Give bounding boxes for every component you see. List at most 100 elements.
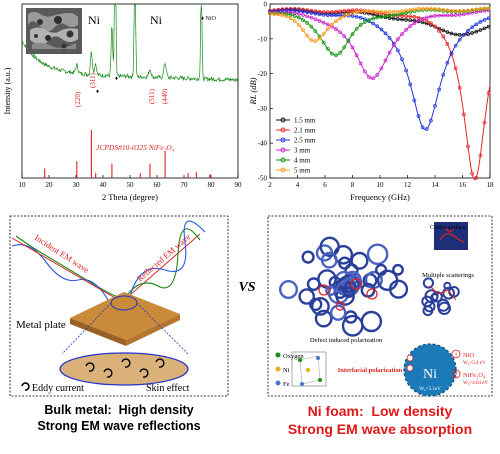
rl-series-point [470, 171, 474, 176]
interfacial-polarization-label: Interfacial polarization [338, 367, 403, 374]
rl-x-tick-label: 12 [404, 181, 412, 189]
xrd-x-tick-label: 90 [235, 181, 243, 189]
defect-polarization-label: Defect induced polarization [310, 337, 383, 344]
rl-series-point [330, 51, 334, 56]
rl-series-point [462, 112, 466, 117]
rl-series-point [325, 22, 330, 27]
rl-series-point [379, 27, 384, 32]
rl-series-point [437, 28, 441, 33]
rl-series-point [334, 19, 338, 24]
rl-series-point [268, 11, 272, 16]
vs-label: VS [238, 280, 255, 295]
rl-series-point [338, 16, 342, 21]
rl-series-point [330, 13, 334, 18]
jcpds-label: JCPDS#10-0325 NiFe₂O₄ [96, 143, 175, 152]
rl-series-point [338, 30, 342, 35]
xrd-reference-sticks [44, 130, 211, 178]
xrd-x-tick-label: 40 [100, 181, 108, 189]
rl-series-point [358, 15, 363, 20]
peak-511-label: (511) [148, 88, 156, 104]
rl-series-point [288, 8, 293, 13]
rl-series-point [408, 18, 413, 23]
rl-series-point [391, 43, 396, 48]
rl-series-point [437, 7, 441, 12]
rl-series-point [478, 153, 483, 158]
rl-series-point [288, 16, 293, 21]
nife-number-circle [451, 369, 461, 379]
nio-work-function: W₉=5.4 eV [463, 361, 486, 366]
ni-peak-label-1: Ni [88, 13, 101, 27]
eddy-label: Eddy current [32, 383, 84, 394]
rl-series-point [363, 20, 367, 24]
nio-marker-2: ♦ [115, 76, 118, 82]
rl-series-point [305, 14, 309, 19]
ni-particle-label: Ni [423, 367, 437, 382]
ni-foam-caption: Ni foam: Low density Strong EM wave abso… [262, 402, 498, 438]
rl-series-point [367, 11, 371, 16]
metal-plate-label: Metal plate [16, 319, 66, 331]
rl-series-point [408, 14, 413, 19]
rl-series-point [383, 14, 388, 19]
rl-series-point [313, 17, 318, 22]
rl-series-point [453, 66, 458, 71]
rl-series-point [404, 68, 408, 73]
ni-dot [275, 366, 281, 372]
rl-series-point [358, 61, 363, 66]
rl-axes: 2 4 6 8 10 12 14 16 18 0 -10 -20 -30 -40 -50 [258, 1, 494, 190]
rl-series-point [445, 42, 450, 46]
peak-311-label: (311) [89, 72, 97, 88]
rl-series-point [305, 33, 309, 38]
multiple-scatterings-label: Multiple scatterings [422, 272, 474, 279]
incident-wave-e [15, 235, 121, 299]
rl-series-point [462, 32, 466, 37]
rl-series-point [309, 38, 314, 42]
rl-y-tick-label: -10 [258, 35, 268, 43]
rl-series-point [301, 13, 305, 17]
rl-legend-entry: 2.5 mm [294, 137, 316, 145]
rl-series-point [396, 48, 400, 53]
rl-series-point [424, 6, 429, 11]
xrd-pattern [21, 4, 238, 83]
rl-series-point [334, 53, 338, 58]
ni-foam-network [279, 236, 409, 337]
rl-series-point [412, 21, 417, 25]
rl-series-point [470, 8, 474, 12]
reflected-label: Reflected EM wave [135, 232, 193, 284]
bulk-metal-caption-line1: Bulk metal: High density [44, 403, 194, 417]
rl-x-tick-label: 6 [323, 181, 327, 189]
rl-series-point [379, 66, 384, 71]
rl-series-point [342, 34, 347, 38]
rl-series-point [482, 26, 487, 31]
rl-series-point [429, 6, 433, 11]
rl-series-point [280, 13, 285, 17]
rl-series-point [445, 13, 450, 18]
fe-atom-label: Fe [283, 381, 290, 388]
rl-series-point [445, 30, 450, 34]
rl-series-point [486, 6, 491, 11]
rl-series-point [412, 18, 417, 23]
rl-x-tick-label: 18 [487, 181, 495, 189]
rl-series-point [408, 82, 413, 87]
rl-series-point [420, 125, 425, 130]
rl-series-point [453, 32, 458, 37]
rl-series-point [292, 19, 297, 23]
eddy-icon [21, 382, 30, 391]
rl-series-point [317, 12, 322, 17]
sem-inset-image [26, 8, 82, 54]
rl-series-point [437, 87, 441, 92]
rl-series-point [371, 16, 375, 21]
zoom-detail [59, 352, 189, 386]
rl-series-point [276, 12, 281, 17]
rl-series-point [404, 17, 408, 22]
rl-series-point [449, 13, 454, 18]
rl-series-point [433, 24, 437, 29]
rl-series-point [416, 7, 421, 11]
rl-x-tick-label: 8 [351, 181, 355, 189]
rl-series-point [321, 32, 326, 36]
nio-label: NiO [463, 352, 475, 359]
rl-series-point [408, 24, 413, 28]
rl-series-point [404, 27, 408, 32]
nife-work-function: W₉=4.64 eV [463, 381, 489, 386]
rl-series-point [474, 22, 479, 27]
crystal-structure [291, 351, 327, 387]
